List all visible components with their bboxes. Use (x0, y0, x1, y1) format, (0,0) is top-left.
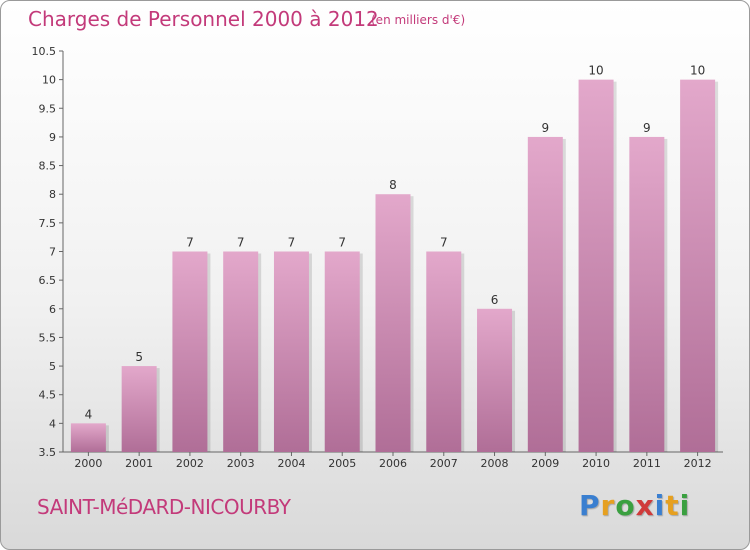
y-tick-label: 6 (49, 303, 56, 316)
data-label: 7 (338, 236, 346, 250)
y-tick-label: 10.5 (32, 45, 57, 58)
y-tick-label: 10 (42, 74, 56, 87)
data-label: 9 (541, 121, 549, 135)
bars: 4 5 7 7 7 7 8 7 6 9 10 9 10 (70, 64, 719, 453)
x-tick-label: 2009 (531, 457, 559, 470)
x-tick-label: 2005 (328, 457, 356, 470)
bar-2007 (426, 251, 462, 452)
x-tick-label: 2002 (176, 457, 204, 470)
y-tick-label: 6.5 (39, 274, 57, 287)
x-tick-label: 2001 (125, 457, 153, 470)
bar-2010 (578, 79, 614, 453)
data-label: 7 (237, 236, 245, 250)
bar-2012 (680, 79, 716, 453)
bar-2003 (223, 251, 259, 452)
y-tick-label: 4.5 (39, 389, 57, 402)
x-tick-label: 2012 (684, 457, 712, 470)
y-tick-label: 5 (49, 360, 56, 373)
data-label: 5 (135, 350, 143, 364)
y-tick-label: 8 (49, 188, 56, 201)
chart-subtitle: (en milliers d'€) (371, 13, 466, 27)
x-tick-label: 2007 (430, 457, 458, 470)
data-label: 7 (186, 236, 194, 250)
bar-2001 (121, 366, 157, 452)
y-tick-label: 4 (49, 417, 56, 430)
data-label: 6 (491, 293, 499, 307)
y-tick-label: 7 (49, 246, 56, 259)
x-tick-label: 2003 (227, 457, 255, 470)
data-label: 4 (85, 407, 93, 421)
x-tick-label: 2008 (481, 457, 509, 470)
y-tick-label: 5.5 (39, 331, 57, 344)
x-tick-label: 2011 (633, 457, 661, 470)
data-label: 7 (288, 236, 296, 250)
bar-2004 (273, 251, 309, 452)
chart-title: Charges de Personnel 2000 à 2012 (28, 7, 379, 31)
commune-name: SAINT-MéDARD-NICOURBY (37, 495, 291, 519)
y-tick-label: 8.5 (39, 160, 57, 173)
x-tick-label: 2010 (582, 457, 610, 470)
bar-2005 (324, 251, 360, 452)
axes: 3.5 4 4.5 5 5.5 6 6.5 7 7.5 8 8.5 9 9.5 10 10.5 2000 200… (32, 45, 723, 470)
y-tick-label: 7.5 (39, 217, 57, 230)
x-tick-label: 2006 (379, 457, 407, 470)
bar-2011 (629, 136, 665, 452)
bar-2002 (172, 251, 208, 452)
y-tick-label: 9 (49, 131, 56, 144)
data-label: 10 (690, 64, 705, 78)
y-tick-label: 3.5 (39, 446, 57, 459)
data-label: 9 (643, 121, 651, 135)
data-label: 7 (440, 236, 448, 250)
data-label: 10 (588, 64, 603, 78)
x-tick-label: 2000 (74, 457, 102, 470)
bar-2008 (477, 308, 513, 452)
bar-2009 (527, 136, 563, 452)
proxiti-logo[interactable]: Proxiti (579, 489, 691, 522)
bar-2006 (375, 194, 411, 452)
x-tick-label: 2004 (277, 457, 305, 470)
y-tick-label: 9.5 (39, 102, 57, 115)
data-label: 8 (389, 178, 397, 192)
bar-2000 (70, 423, 106, 452)
